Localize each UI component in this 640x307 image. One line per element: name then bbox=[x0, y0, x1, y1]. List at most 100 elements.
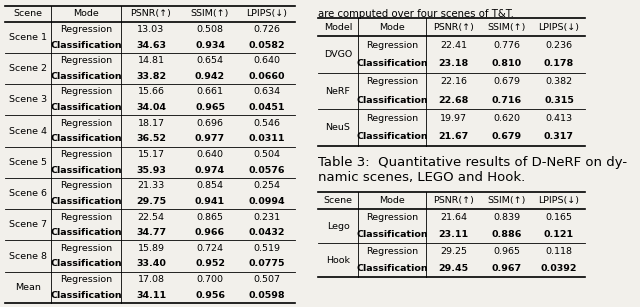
Text: 0.231: 0.231 bbox=[253, 212, 280, 222]
Text: 0.236: 0.236 bbox=[545, 41, 573, 50]
Text: 33.82: 33.82 bbox=[136, 72, 166, 81]
Text: 0.0660: 0.0660 bbox=[249, 72, 285, 81]
Text: 23.11: 23.11 bbox=[438, 230, 468, 239]
Text: Classification: Classification bbox=[50, 166, 122, 175]
Text: 0.661: 0.661 bbox=[196, 87, 223, 96]
Text: SSIM(↑): SSIM(↑) bbox=[191, 9, 229, 18]
Text: Table 3:  Quantitative results of D-NeRF on dy-: Table 3: Quantitative results of D-NeRF … bbox=[318, 156, 627, 169]
Text: 21.33: 21.33 bbox=[138, 181, 164, 190]
Text: Classification: Classification bbox=[50, 197, 122, 206]
Text: 15.17: 15.17 bbox=[138, 150, 164, 159]
Text: Scene: Scene bbox=[13, 9, 42, 18]
Text: Regression: Regression bbox=[60, 275, 112, 284]
Text: 0.679: 0.679 bbox=[492, 132, 522, 141]
Text: Scene: Scene bbox=[323, 196, 353, 205]
Text: 0.941: 0.941 bbox=[195, 197, 225, 206]
Text: Classification: Classification bbox=[356, 264, 428, 273]
Text: Classification: Classification bbox=[356, 59, 428, 68]
Text: 34.77: 34.77 bbox=[136, 228, 166, 237]
Text: Classification: Classification bbox=[50, 72, 122, 81]
Text: NeRF: NeRF bbox=[326, 87, 351, 96]
Text: 0.716: 0.716 bbox=[492, 96, 522, 105]
Text: 0.934: 0.934 bbox=[195, 41, 225, 49]
Text: 0.315: 0.315 bbox=[544, 96, 574, 105]
Text: 0.519: 0.519 bbox=[253, 244, 280, 253]
Text: 0.0392: 0.0392 bbox=[541, 264, 577, 273]
Text: Lego: Lego bbox=[326, 222, 349, 231]
Text: Classification: Classification bbox=[50, 259, 122, 268]
Text: 15.89: 15.89 bbox=[138, 244, 164, 253]
Text: Mode: Mode bbox=[379, 23, 405, 32]
Text: 0.700: 0.700 bbox=[196, 275, 223, 284]
Text: 34.63: 34.63 bbox=[136, 41, 166, 49]
Text: SSIM(↑): SSIM(↑) bbox=[488, 23, 526, 32]
Text: Scene 6: Scene 6 bbox=[9, 189, 47, 198]
Text: 22.16: 22.16 bbox=[440, 77, 467, 87]
Text: Regression: Regression bbox=[60, 25, 112, 34]
Text: 0.0311: 0.0311 bbox=[249, 134, 285, 143]
Text: 34.11: 34.11 bbox=[136, 291, 166, 300]
Text: 0.942: 0.942 bbox=[195, 72, 225, 81]
Text: Regression: Regression bbox=[60, 150, 112, 159]
Text: 0.974: 0.974 bbox=[195, 166, 225, 175]
Text: 0.121: 0.121 bbox=[544, 230, 574, 239]
Text: Classification: Classification bbox=[356, 132, 428, 141]
Text: Scene 3: Scene 3 bbox=[9, 95, 47, 104]
Text: 0.546: 0.546 bbox=[253, 119, 280, 128]
Text: Regression: Regression bbox=[366, 114, 418, 123]
Text: Regression: Regression bbox=[60, 87, 112, 96]
Text: 0.0994: 0.0994 bbox=[249, 197, 285, 206]
Text: 21.67: 21.67 bbox=[438, 132, 468, 141]
Text: Regression: Regression bbox=[60, 244, 112, 253]
Text: are computed over four scenes of T&T.: are computed over four scenes of T&T. bbox=[318, 9, 514, 19]
Text: Classification: Classification bbox=[50, 228, 122, 237]
Text: 34.04: 34.04 bbox=[136, 103, 166, 112]
Text: Regression: Regression bbox=[366, 77, 418, 87]
Text: SSIM(↑): SSIM(↑) bbox=[488, 196, 526, 205]
Text: 0.413: 0.413 bbox=[545, 114, 573, 123]
Text: 21.64: 21.64 bbox=[440, 213, 467, 222]
Text: 0.965: 0.965 bbox=[493, 247, 520, 256]
Text: PSNR(↑): PSNR(↑) bbox=[433, 23, 474, 32]
Text: 0.654: 0.654 bbox=[196, 56, 223, 65]
Text: 22.41: 22.41 bbox=[440, 41, 467, 50]
Text: 29.45: 29.45 bbox=[438, 264, 468, 273]
Text: 0.0582: 0.0582 bbox=[249, 41, 285, 49]
Text: Regression: Regression bbox=[60, 181, 112, 190]
Text: Classification: Classification bbox=[50, 291, 122, 300]
Text: 0.724: 0.724 bbox=[196, 244, 223, 253]
Text: LPIPS(↓): LPIPS(↓) bbox=[538, 23, 579, 32]
Text: Classification: Classification bbox=[356, 96, 428, 105]
Text: 0.886: 0.886 bbox=[492, 230, 522, 239]
Text: DVGO: DVGO bbox=[324, 50, 352, 59]
Text: Regression: Regression bbox=[366, 213, 418, 222]
Text: 19.97: 19.97 bbox=[440, 114, 467, 123]
Text: 0.507: 0.507 bbox=[253, 275, 280, 284]
Text: PSNR(↑): PSNR(↑) bbox=[131, 9, 172, 18]
Text: 0.317: 0.317 bbox=[544, 132, 574, 141]
Text: 0.726: 0.726 bbox=[253, 25, 280, 34]
Text: 0.620: 0.620 bbox=[493, 114, 520, 123]
Text: Scene 5: Scene 5 bbox=[9, 158, 47, 167]
Text: 0.254: 0.254 bbox=[253, 181, 280, 190]
Text: 0.966: 0.966 bbox=[195, 228, 225, 237]
Text: Classification: Classification bbox=[50, 134, 122, 143]
Text: Regression: Regression bbox=[366, 247, 418, 256]
Text: Classification: Classification bbox=[356, 230, 428, 239]
Text: 0.965: 0.965 bbox=[195, 103, 225, 112]
Text: 0.165: 0.165 bbox=[545, 213, 573, 222]
Text: 29.25: 29.25 bbox=[440, 247, 467, 256]
Text: 29.75: 29.75 bbox=[136, 197, 166, 206]
Text: LPIPS(↓): LPIPS(↓) bbox=[538, 196, 579, 205]
Text: 0.508: 0.508 bbox=[196, 25, 223, 34]
Text: Regression: Regression bbox=[366, 41, 418, 50]
Text: Scene 4: Scene 4 bbox=[9, 126, 47, 136]
Text: 35.93: 35.93 bbox=[136, 166, 166, 175]
Text: 15.66: 15.66 bbox=[138, 87, 164, 96]
Text: NeuS: NeuS bbox=[326, 123, 351, 132]
Text: 36.52: 36.52 bbox=[136, 134, 166, 143]
Text: Classification: Classification bbox=[50, 41, 122, 49]
Text: LPIPS(↓): LPIPS(↓) bbox=[246, 9, 287, 18]
Text: 22.68: 22.68 bbox=[438, 96, 468, 105]
Text: 17.08: 17.08 bbox=[138, 275, 164, 284]
